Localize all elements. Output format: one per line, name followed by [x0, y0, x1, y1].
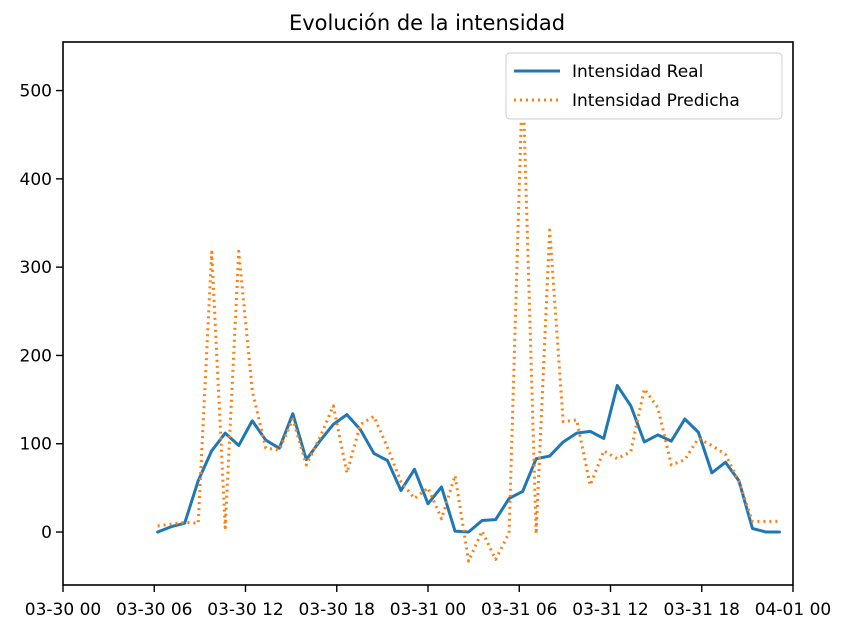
legend-box [505, 52, 783, 120]
y-tick-label: 100 [20, 435, 52, 455]
plot-background [63, 42, 793, 585]
series-line-intensidad-real [156, 383, 781, 534]
x-tick-label: 04-01 00 [755, 600, 831, 620]
y-tick-label: 200 [20, 346, 52, 366]
legend-label-intensidad-predicha: Intensidad Predicha [572, 91, 740, 111]
x-tick-label: 03-31 12 [572, 600, 648, 620]
y-tick-label: 500 [20, 82, 52, 102]
x-tick-label: 03-31 18 [664, 600, 740, 620]
y-tick-label: 0 [41, 523, 52, 543]
x-tick-label: 03-31 06 [481, 600, 557, 620]
x-tick-label: 03-30 18 [299, 600, 375, 620]
x-tick-label: 03-30 06 [116, 600, 192, 620]
axes-layer: 0 100 200 300 400 500 03-30 00 03-30 06 03-30 12… [20, 41, 831, 620]
y-tick-label: 400 [20, 170, 52, 190]
series-layer [156, 71, 781, 563]
series-line-intensidad-predicha [157, 71, 780, 563]
x-tick-label: 03-31 00 [390, 600, 466, 620]
y-tick-label: 300 [20, 258, 52, 278]
legend-label-intensidad-real: Intensidad Real [572, 62, 703, 82]
legend: Intensidad Real Intensidad Predicha [505, 52, 783, 120]
chart-title: Evolución de la intensidad [289, 11, 565, 35]
x-tick-label: 03-30 12 [207, 600, 283, 620]
plot-area [63, 42, 793, 585]
x-tick-label: 03-30 00 [25, 600, 101, 620]
